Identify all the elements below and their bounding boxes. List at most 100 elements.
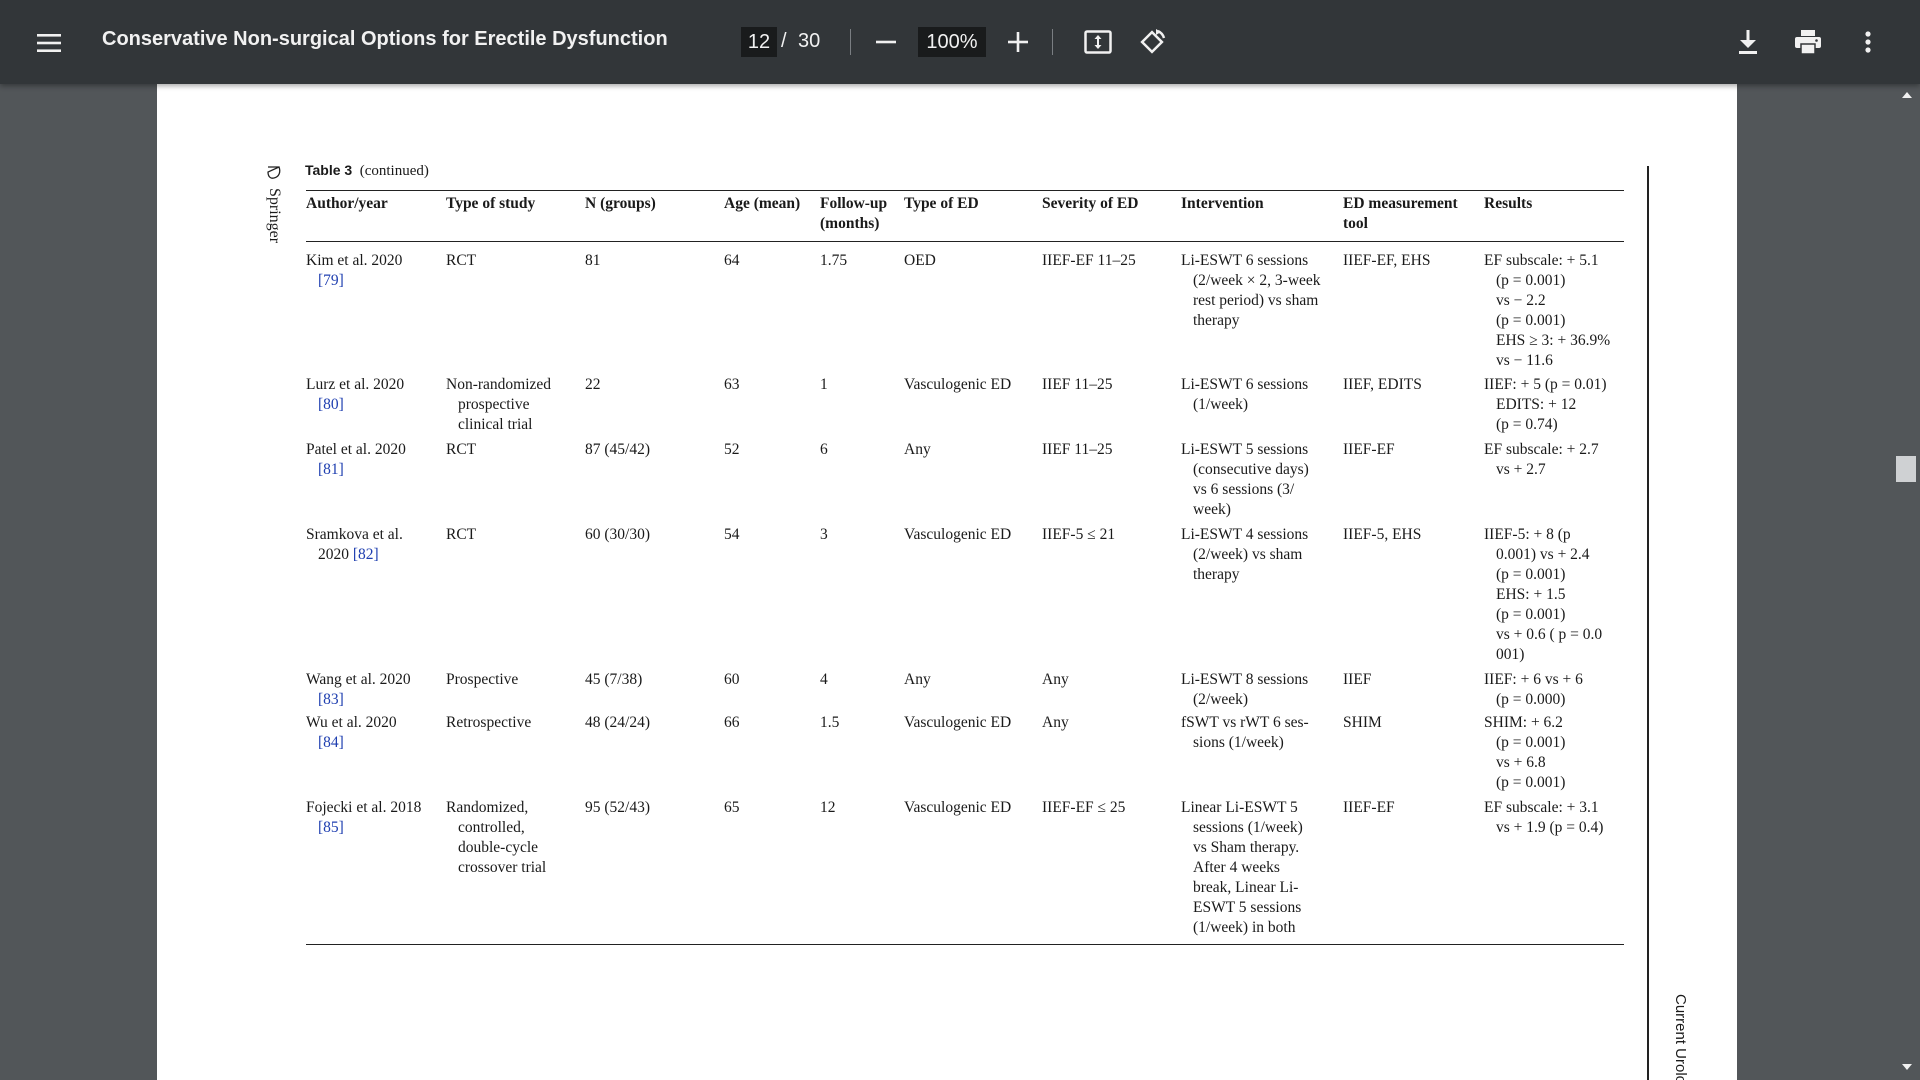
cell-age: 52 — [724, 440, 740, 460]
cell-ed-type: Any — [904, 670, 931, 690]
cell-intervention-line: ESWT 5 sessions — [1193, 899, 1302, 916]
cell-intervention-line: sessions (1/week) — [1193, 819, 1303, 836]
cell-intervention-line: therapy — [1193, 312, 1240, 329]
page-separator: / — [781, 30, 787, 52]
cell-author-line[interactable]: [80] — [306, 395, 404, 415]
cell-study-type: Randomized, controlled, double-cycle crosso… — [446, 798, 546, 878]
cell-n-groups: 95 (52/43) — [585, 798, 650, 818]
cell-intervention: Li-ESWT 6 sessions (2/week × 2, 3-week res… — [1181, 251, 1321, 331]
zoom-out-icon[interactable] — [866, 22, 906, 62]
cell-n-groups: 60 (30/30) — [585, 525, 650, 545]
cell-author-line: Fojecki et al. 2018 — [306, 799, 422, 816]
reference-link[interactable]: [83] — [318, 691, 344, 708]
more-vert-icon[interactable] — [1848, 22, 1888, 62]
cell-results: IIEF: + 6 vs + 6 (p = 0.000) — [1484, 670, 1583, 710]
cell-author: Sramkova et al. 2020 [82] — [306, 525, 403, 565]
cell-study-type: Non-randomized prospective clinical trial — [446, 375, 551, 435]
cell-severity: IIEF 11–25 — [1042, 440, 1112, 460]
header-author: Author/year — [306, 195, 388, 212]
reference-link[interactable]: [79] — [318, 272, 344, 289]
cell-ed-type-line: Any — [904, 671, 931, 688]
scroll-down-arrow-icon[interactable] — [1900, 1060, 1914, 1074]
cell-author-line: Wang et al. 2020 — [306, 671, 411, 688]
cell-study-type: RCT — [446, 440, 476, 460]
cell-author-line[interactable]: [85] — [306, 818, 421, 838]
page-total: 30 — [798, 30, 821, 52]
reference-link[interactable]: [82] — [352, 546, 379, 563]
cell-results: EF subscale: + 3.1 vs + 1.9 (p = 0.4) — [1484, 798, 1603, 838]
menu-icon[interactable] — [28, 22, 70, 64]
cell-intervention-line: Li-ESWT 5 sessions — [1181, 441, 1309, 458]
cell-severity: Any — [1042, 670, 1069, 690]
cell-age: 63 — [724, 375, 740, 395]
cell-results-line: (p = 0.001) — [1496, 272, 1566, 289]
cell-measurement-tool-line: IIEF-EF — [1343, 441, 1395, 458]
cell-results-line: (p = 0.001) — [1496, 606, 1566, 623]
cell-ed-type: Vasculogenic ED — [904, 375, 1011, 395]
table-bottom-rule — [306, 944, 1624, 946]
reference-link[interactable]: [80] — [318, 396, 344, 413]
cell-study-type-line: Retrospective — [446, 714, 532, 731]
reference-link[interactable]: [84] — [318, 734, 344, 751]
cell-follow-up-line: 4 — [820, 671, 828, 688]
page-number-input[interactable]: 12 — [741, 27, 777, 57]
cell-measurement-tool-line: IIEF-EF — [1343, 799, 1395, 816]
download-icon[interactable] — [1728, 22, 1768, 62]
toolbar-divider — [850, 29, 851, 55]
zoom-in-icon[interactable] — [998, 22, 1038, 62]
cell-intervention-line: (1/week) — [1193, 396, 1249, 413]
cell-author-line[interactable]: 2020 [82] — [318, 546, 379, 563]
cell-intervention-line: week) — [1193, 501, 1231, 518]
cell-severity: IIEF-5 ≤ 21 — [1042, 525, 1115, 545]
cell-study-type: RCT — [446, 525, 476, 545]
print-icon[interactable] — [1788, 22, 1828, 62]
cell-author-line[interactable]: [84] — [306, 733, 397, 753]
cell-intervention-line: Li-ESWT 8 sessions — [1181, 671, 1309, 688]
cell-results-line: vs + 1.9 (p = 0.4) — [1496, 819, 1604, 836]
scroll-up-arrow-icon[interactable] — [1900, 88, 1914, 102]
cell-study-type-line: Prospective — [446, 671, 519, 688]
cell-intervention-line: (1/week) in both — [1193, 919, 1296, 936]
cell-intervention-line: (2/week) — [1193, 691, 1249, 708]
reference-link[interactable]: [85] — [318, 819, 344, 836]
cell-severity: IIEF 11–25 — [1042, 375, 1112, 395]
cell-results: EF subscale: + 5.1 (p = 0.001) vs − 2.2 (p … — [1484, 251, 1610, 371]
scrollbar[interactable] — [1894, 84, 1920, 1080]
cell-author-line[interactable]: [79] — [306, 271, 402, 291]
cell-results-line: SHIM: + 6.2 — [1484, 714, 1563, 731]
scrollbar-thumb[interactable] — [1896, 456, 1916, 482]
cell-severity-line: IIEF-EF 11–25 — [1042, 252, 1136, 269]
cell-ed-type-line: Vasculogenic ED — [904, 376, 1012, 393]
cell-results-line: EF subscale: + 3.1 — [1484, 799, 1599, 816]
cell-study-type: Prospective — [446, 670, 518, 690]
cell-ed-type: OED — [904, 251, 936, 271]
cell-author-line: Wu et al. 2020 — [306, 714, 397, 731]
cell-study-type-line: crossover trial — [458, 859, 547, 876]
cell-results-line: EF subscale: + 5.1 — [1484, 252, 1599, 269]
cell-follow-up: 12 — [820, 798, 836, 818]
cell-age: 60 — [724, 670, 740, 690]
rotate-icon[interactable] — [1132, 22, 1172, 62]
cell-results-line: vs + 0.6 ( p = 0.0 — [1496, 626, 1603, 643]
cell-author: Lurz et al. 2020 [80] — [306, 375, 404, 415]
cell-intervention-line: (consecutive days) — [1193, 461, 1309, 478]
cell-study-type-line: Randomized, — [446, 799, 529, 816]
cell-author-line[interactable]: [81] — [306, 460, 406, 480]
cell-results: SHIM: + 6.2 (p = 0.001) vs + 6.8 (p = 0.001… — [1484, 713, 1565, 793]
cell-intervention: fSWT vs rWT 6 ses-sions (1/week) — [1181, 713, 1309, 753]
cell-ed-type: Vasculogenic ED — [904, 713, 1011, 733]
cell-author: Fojecki et al. 2018 [85] — [306, 798, 421, 838]
cell-intervention-line: rest period) vs sham — [1193, 292, 1319, 309]
cell-results-line: (p = 0.000) — [1496, 691, 1566, 708]
cell-measurement-tool-line: IIEF-EF, EHS — [1343, 252, 1431, 269]
cell-follow-up: 4 — [820, 670, 828, 690]
cell-intervention: Li-ESWT 4 sessions (2/week) vs sham therap… — [1181, 525, 1308, 585]
cell-author-line[interactable]: [83] — [306, 690, 411, 710]
zoom-level-input[interactable]: 100% — [918, 27, 986, 57]
fit-page-icon[interactable] — [1078, 22, 1118, 62]
cell-study-type-line: clinical trial — [458, 416, 533, 433]
reference-link[interactable]: [81] — [318, 461, 344, 478]
cell-intervention: Li-ESWT 6 sessions (1/week) — [1181, 375, 1308, 415]
cell-results-line: (p = 0.74) — [1496, 416, 1558, 433]
cell-results-line: EHS: + 1.5 — [1496, 586, 1566, 603]
